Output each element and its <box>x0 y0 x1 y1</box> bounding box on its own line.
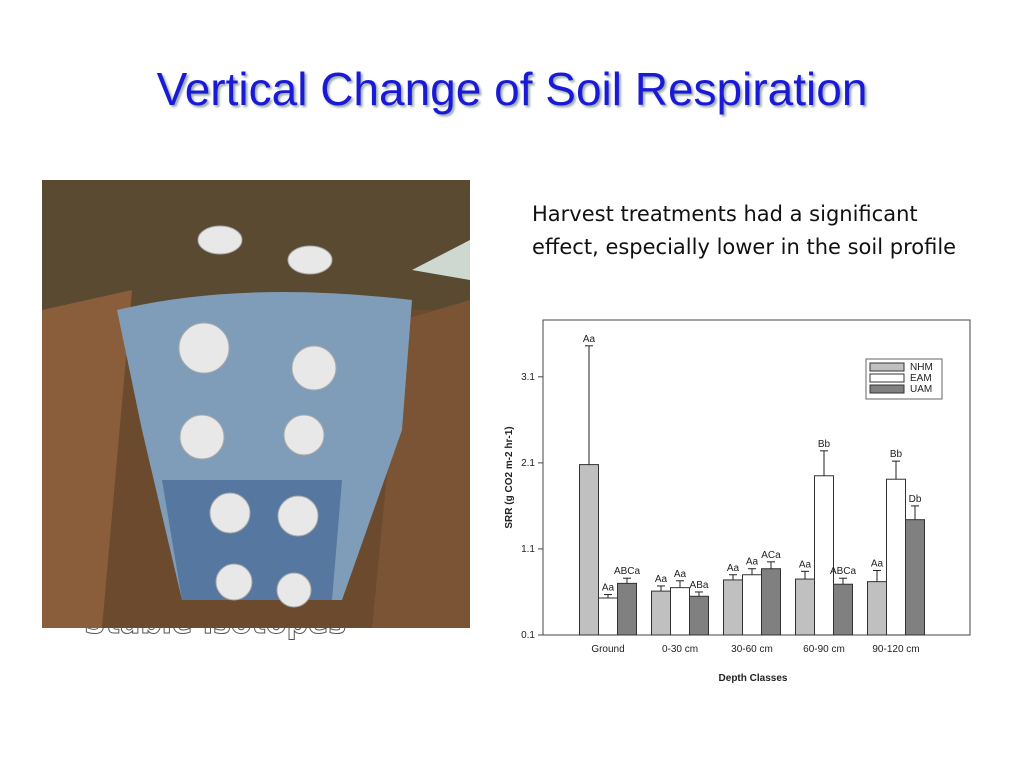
bar <box>833 583 853 636</box>
bar-annotation: Bb <box>818 439 831 450</box>
y-tick-label: 0.1 <box>521 630 535 641</box>
bar-annotation: Aa <box>583 334 596 345</box>
bar-annotation: ABCa <box>830 566 857 577</box>
bar <box>742 574 762 636</box>
bar-annotation: ACa <box>761 550 781 561</box>
bar-annotation: Aa <box>655 574 668 585</box>
body-line: effect, especially lower in the soil pro… <box>532 235 957 259</box>
y-tick-label: 1.1 <box>521 544 535 555</box>
bar-annotation: Aa <box>674 569 687 580</box>
bar <box>761 568 781 636</box>
bar-annotation: Aa <box>746 557 759 568</box>
bar <box>905 519 925 636</box>
bar <box>689 595 709 636</box>
bar <box>814 475 834 636</box>
y-tick-label: 2.1 <box>521 458 535 469</box>
body-text: Harvest treatments had a significant eff… <box>532 198 956 264</box>
bar-annotation: ABCa <box>614 566 641 577</box>
x-tick-label: 0-30 cm <box>662 644 698 655</box>
body-line: Harvest treatments had a significant <box>532 202 918 226</box>
legend-label: EAM <box>910 373 932 384</box>
bar <box>867 581 887 636</box>
x-tick-label: Ground <box>591 644 624 655</box>
bar-annotation: Aa <box>871 558 884 569</box>
bar <box>598 597 618 636</box>
bar <box>651 590 671 636</box>
x-axis-label: Depth Classes <box>719 673 788 684</box>
bar-annotation: Aa <box>727 563 740 574</box>
photo <box>42 180 470 628</box>
slide-title: Vertical Change of Soil Respiration <box>156 63 868 115</box>
bar <box>795 578 815 636</box>
x-tick-label: 30-60 cm <box>731 644 773 655</box>
bar-annotation: Db <box>909 494 922 505</box>
y-axis-label: SRR (g CO2 m-2 hr-1) <box>504 426 515 528</box>
bar-annotation: ABa <box>690 580 709 591</box>
legend-label: NHM <box>910 362 933 373</box>
x-tick-label: 60-90 cm <box>803 644 845 655</box>
bar <box>617 582 637 636</box>
bar-annotation: Aa <box>799 559 812 570</box>
bar <box>579 464 599 636</box>
legend-label: UAM <box>910 384 932 395</box>
y-tick-label: 3.1 <box>521 372 535 383</box>
x-tick-label: 90-120 cm <box>872 644 919 655</box>
bar-annotation: Aa <box>602 583 615 594</box>
bar <box>723 579 743 636</box>
legend-swatch <box>869 362 905 372</box>
bar <box>886 478 906 636</box>
legend-swatch <box>869 373 905 383</box>
bar-annotation: Bb <box>890 449 903 460</box>
legend-swatch <box>869 384 905 394</box>
bar <box>670 587 690 636</box>
